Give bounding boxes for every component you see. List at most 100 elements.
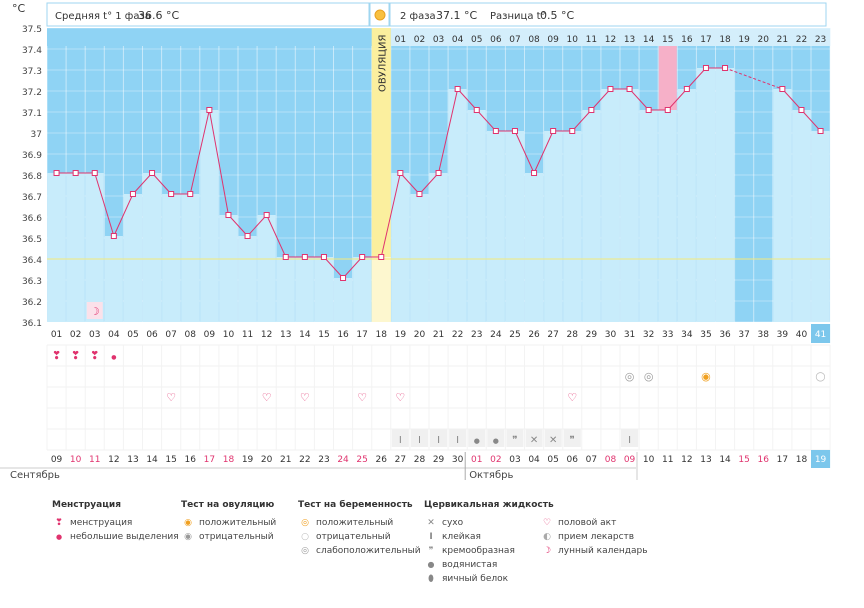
calendar-date[interactable]: 12 [681, 455, 692, 465]
cycle-day-label[interactable]: 31 [624, 330, 635, 340]
calendar-date[interactable]: 10 [70, 455, 82, 465]
cervical-icon[interactable]: I [456, 435, 459, 446]
cervical-icon[interactable]: ✕ [530, 435, 538, 446]
temp-point[interactable] [531, 170, 538, 176]
calendar-date[interactable]: 17 [777, 455, 788, 465]
cycle-day-label[interactable]: 39 [777, 330, 789, 340]
temp-point[interactable] [225, 212, 232, 218]
cycle-day-label[interactable]: 40 [796, 330, 808, 340]
calendar-date[interactable]: 18 [223, 455, 235, 465]
temp-point[interactable] [683, 86, 690, 92]
calendar-date[interactable]: 08 [605, 455, 617, 465]
temp-point[interactable] [149, 170, 156, 176]
calendar-date[interactable]: 16 [185, 455, 197, 465]
cycle-day-label[interactable]: 25 [509, 330, 520, 340]
cycle-day-label[interactable]: 01 [51, 330, 62, 340]
calendar-date[interactable]: 13 [127, 455, 138, 465]
cycle-day-label[interactable]: 41 [815, 330, 826, 340]
temp-point[interactable] [91, 170, 98, 176]
calendar-date[interactable]: 19 [815, 455, 827, 465]
heart-icon[interactable]: ♡ [166, 391, 176, 404]
calendar-date[interactable]: 14 [146, 455, 158, 465]
calendar-date[interactable]: 27 [395, 455, 406, 465]
cycle-day-label[interactable]: 18 [376, 330, 388, 340]
cervical-icon[interactable]: I [399, 435, 402, 446]
cycle-day-label[interactable]: 19 [395, 330, 407, 340]
calendar-date[interactable]: 09 [624, 455, 636, 465]
calendar-date[interactable]: 01 [471, 455, 482, 465]
temp-point[interactable] [53, 170, 60, 176]
temp-point[interactable] [702, 65, 709, 71]
temp-point[interactable] [454, 86, 461, 92]
weak-pregnancy-icon[interactable]: ◎ [644, 370, 654, 383]
cycle-day-label[interactable]: 20 [414, 330, 426, 340]
temp-point[interactable] [263, 212, 270, 218]
cycle-day-label[interactable]: 11 [242, 330, 253, 340]
cycle-day-label[interactable]: 08 [185, 330, 197, 340]
temp-point[interactable] [359, 254, 366, 260]
calendar-date[interactable]: 04 [528, 455, 540, 465]
calendar-date[interactable]: 20 [261, 455, 273, 465]
cycle-day-label[interactable]: 36 [719, 330, 731, 340]
cycle-day-label[interactable]: 10 [223, 330, 235, 340]
cycle-day-label[interactable]: 32 [643, 330, 654, 340]
moon-icon[interactable]: ☽ [90, 305, 100, 318]
calendar-date[interactable]: 30 [452, 455, 464, 465]
calendar-date[interactable]: 15 [165, 455, 176, 465]
temp-point[interactable] [282, 254, 289, 260]
cycle-day-label[interactable]: 05 [127, 330, 138, 340]
cervical-icon[interactable]: I [628, 435, 631, 446]
temp-point[interactable] [626, 86, 633, 92]
cervical-icon[interactable]: ❞ [512, 435, 517, 446]
temp-point[interactable] [110, 233, 117, 239]
calendar-date[interactable]: 15 [738, 455, 749, 465]
calendar-date[interactable]: 29 [433, 455, 445, 465]
menstruation-icon[interactable]: ❣ [52, 349, 61, 362]
cycle-day-label[interactable]: 04 [108, 330, 120, 340]
calendar-date[interactable]: 21 [280, 455, 291, 465]
temp-point[interactable] [244, 233, 251, 239]
cycle-day-label[interactable]: 02 [70, 330, 81, 340]
temp-point[interactable] [550, 128, 557, 134]
calendar-date[interactable]: 19 [242, 455, 254, 465]
calendar-date[interactable]: 05 [547, 455, 558, 465]
calendar-date[interactable]: 28 [414, 455, 426, 465]
temp-point[interactable] [129, 191, 136, 197]
positive-ovulation-icon[interactable]: ◉ [701, 370, 711, 383]
menstruation-icon[interactable]: ❣ [71, 349, 80, 362]
cycle-day-label[interactable]: 26 [528, 330, 540, 340]
calendar-date[interactable]: 10 [643, 455, 655, 465]
spotting-icon[interactable]: ● [111, 354, 116, 361]
temp-point[interactable] [607, 86, 614, 92]
cycle-day-label[interactable]: 07 [165, 330, 176, 340]
heart-icon[interactable]: ♡ [300, 391, 310, 404]
calendar-date[interactable]: 14 [719, 455, 731, 465]
temp-point[interactable] [416, 191, 423, 197]
cycle-day-label[interactable]: 37 [738, 330, 749, 340]
cycle-day-label[interactable]: 13 [280, 330, 291, 340]
cycle-day-label[interactable]: 23 [471, 330, 482, 340]
calendar-date[interactable]: 22 [299, 455, 310, 465]
temp-point[interactable] [492, 128, 499, 134]
cervical-icon[interactable]: I [437, 435, 440, 446]
cycle-day-label[interactable]: 17 [356, 330, 367, 340]
cervical-icon[interactable]: ❞ [570, 435, 575, 446]
cycle-day-label[interactable]: 14 [299, 330, 311, 340]
cycle-day-label[interactable]: 33 [662, 330, 673, 340]
calendar-date[interactable]: 11 [662, 455, 673, 465]
cycle-day-label[interactable]: 22 [452, 330, 463, 340]
cycle-day-label[interactable]: 09 [204, 330, 216, 340]
temp-point[interactable] [168, 191, 175, 197]
temp-point[interactable] [817, 128, 824, 134]
temp-point[interactable] [779, 86, 786, 92]
temp-point[interactable] [588, 107, 595, 113]
cycle-day-label[interactable]: 38 [758, 330, 770, 340]
cycle-day-label[interactable]: 34 [681, 330, 693, 340]
temp-point[interactable] [645, 107, 652, 113]
calendar-date[interactable]: 17 [204, 455, 215, 465]
calendar-date[interactable]: 23 [318, 455, 329, 465]
temp-point[interactable] [187, 191, 194, 197]
menstruation-icon[interactable]: ❣ [90, 349, 99, 362]
cycle-day-label[interactable]: 28 [567, 330, 579, 340]
cervical-icon[interactable]: ● [474, 437, 480, 445]
